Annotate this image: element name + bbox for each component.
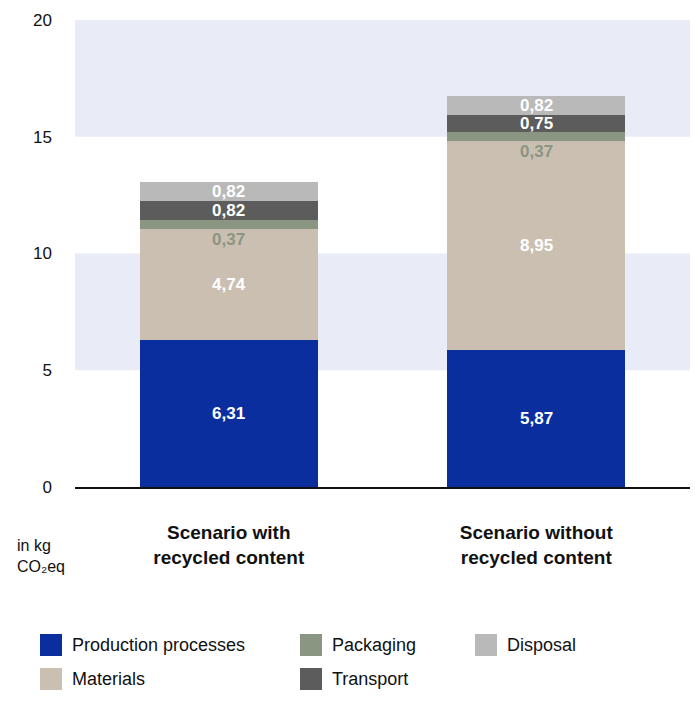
svg-text:0,82: 0,82 bbox=[212, 182, 245, 201]
html-text:Materials: Materials bbox=[72, 668, 145, 689]
svg-text:in kgCO₂eq: in kgCO₂eq bbox=[17, 537, 65, 575]
svg-text:Scenario withoutrecycled conte: Scenario withoutrecycled content bbox=[460, 522, 614, 568]
html-text:Disposal: Disposal bbox=[507, 634, 576, 655]
html-text:Transport: Transport bbox=[332, 668, 409, 689]
svg-text:20: 20 bbox=[33, 11, 52, 30]
html-text:Packaging: Packaging bbox=[332, 634, 417, 655]
svg-text:Scenario withrecycled content: Scenario withrecycled content bbox=[153, 522, 305, 568]
svg-text:0,37: 0,37 bbox=[520, 142, 553, 161]
svg-text:8,95: 8,95 bbox=[520, 236, 553, 255]
svg-text:0: 0 bbox=[43, 478, 52, 497]
svg-text:15: 15 bbox=[33, 128, 52, 147]
svg-text:6,31: 6,31 bbox=[212, 404, 245, 423]
svg-text:0,37: 0,37 bbox=[212, 230, 245, 249]
svg-text:0,75: 0,75 bbox=[520, 114, 553, 133]
svg-text:5: 5 bbox=[43, 361, 52, 380]
svg-text:5,87: 5,87 bbox=[520, 409, 553, 428]
svg-text:4,74: 4,74 bbox=[212, 275, 246, 294]
svg-text:0,82: 0,82 bbox=[520, 96, 553, 115]
svg-text:10: 10 bbox=[33, 244, 52, 263]
svg-text:0,82: 0,82 bbox=[212, 201, 245, 220]
html-text:Production processes: Production processes bbox=[72, 634, 246, 655]
